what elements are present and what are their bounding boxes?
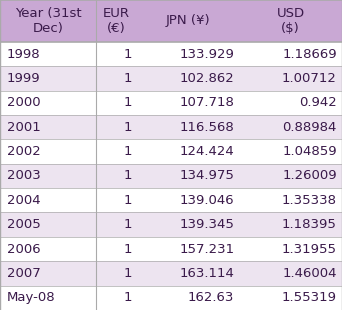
Text: 1: 1: [123, 242, 132, 255]
Text: Year (31st
Dec): Year (31st Dec): [15, 7, 81, 35]
Text: 1: 1: [123, 96, 132, 109]
FancyBboxPatch shape: [96, 42, 137, 66]
Text: 1.18395: 1.18395: [282, 218, 337, 231]
Text: 2006: 2006: [7, 242, 40, 255]
Text: 107.718: 107.718: [180, 96, 234, 109]
Text: 124.424: 124.424: [180, 145, 234, 158]
Text: 139.345: 139.345: [180, 218, 234, 231]
FancyBboxPatch shape: [0, 261, 96, 286]
Text: 1.18669: 1.18669: [282, 47, 337, 60]
Text: 139.046: 139.046: [180, 194, 234, 207]
Text: USD
($): USD ($): [277, 7, 305, 35]
FancyBboxPatch shape: [239, 237, 342, 261]
FancyBboxPatch shape: [96, 286, 137, 310]
Text: 1.04859: 1.04859: [282, 145, 337, 158]
FancyBboxPatch shape: [137, 115, 239, 140]
FancyBboxPatch shape: [137, 261, 239, 286]
FancyBboxPatch shape: [96, 115, 137, 140]
Text: 2001: 2001: [7, 121, 41, 134]
FancyBboxPatch shape: [137, 66, 239, 91]
FancyBboxPatch shape: [0, 212, 96, 237]
FancyBboxPatch shape: [96, 91, 137, 115]
Text: 2000: 2000: [7, 96, 40, 109]
FancyBboxPatch shape: [0, 115, 96, 140]
FancyBboxPatch shape: [137, 164, 239, 188]
FancyBboxPatch shape: [137, 212, 239, 237]
Text: JPN (¥): JPN (¥): [166, 15, 210, 27]
Text: 1: 1: [123, 267, 132, 280]
FancyBboxPatch shape: [239, 66, 342, 91]
FancyBboxPatch shape: [239, 164, 342, 188]
FancyBboxPatch shape: [137, 140, 239, 164]
Text: May-08: May-08: [7, 291, 55, 304]
Text: 2002: 2002: [7, 145, 41, 158]
Text: 2007: 2007: [7, 267, 41, 280]
FancyBboxPatch shape: [0, 188, 96, 212]
Text: 1: 1: [123, 218, 132, 231]
FancyBboxPatch shape: [0, 66, 96, 91]
Text: EUR
(€): EUR (€): [103, 7, 130, 35]
Text: 2004: 2004: [7, 194, 40, 207]
FancyBboxPatch shape: [137, 42, 239, 66]
Text: 1: 1: [123, 291, 132, 304]
Text: 157.231: 157.231: [179, 242, 234, 255]
Text: 1: 1: [123, 47, 132, 60]
Text: 1: 1: [123, 145, 132, 158]
Text: 134.975: 134.975: [180, 170, 234, 182]
FancyBboxPatch shape: [96, 212, 137, 237]
FancyBboxPatch shape: [239, 91, 342, 115]
FancyBboxPatch shape: [96, 188, 137, 212]
FancyBboxPatch shape: [239, 140, 342, 164]
Text: 1: 1: [123, 194, 132, 207]
Text: 0.942: 0.942: [299, 96, 337, 109]
Text: 1: 1: [123, 170, 132, 182]
Text: 116.568: 116.568: [180, 121, 234, 134]
Text: 1.26009: 1.26009: [282, 170, 337, 182]
FancyBboxPatch shape: [0, 42, 96, 66]
FancyBboxPatch shape: [239, 212, 342, 237]
Text: 1.46004: 1.46004: [282, 267, 337, 280]
Text: 162.63: 162.63: [188, 291, 234, 304]
FancyBboxPatch shape: [239, 261, 342, 286]
FancyBboxPatch shape: [96, 261, 137, 286]
FancyBboxPatch shape: [96, 140, 137, 164]
Text: 1.35338: 1.35338: [282, 194, 337, 207]
Text: 1.55319: 1.55319: [282, 291, 337, 304]
Text: 1999: 1999: [7, 72, 40, 85]
Text: 2003: 2003: [7, 170, 41, 182]
Text: 0.88984: 0.88984: [282, 121, 337, 134]
Text: 1.00712: 1.00712: [282, 72, 337, 85]
Text: 2005: 2005: [7, 218, 41, 231]
FancyBboxPatch shape: [96, 0, 137, 42]
Text: 1: 1: [123, 72, 132, 85]
Text: 102.862: 102.862: [180, 72, 234, 85]
FancyBboxPatch shape: [0, 140, 96, 164]
FancyBboxPatch shape: [96, 237, 137, 261]
FancyBboxPatch shape: [0, 286, 96, 310]
FancyBboxPatch shape: [137, 91, 239, 115]
FancyBboxPatch shape: [239, 188, 342, 212]
Text: 1998: 1998: [7, 47, 40, 60]
Text: 1: 1: [123, 121, 132, 134]
FancyBboxPatch shape: [137, 286, 239, 310]
FancyBboxPatch shape: [239, 115, 342, 140]
Text: 163.114: 163.114: [180, 267, 234, 280]
FancyBboxPatch shape: [239, 286, 342, 310]
Text: 1.31955: 1.31955: [282, 242, 337, 255]
FancyBboxPatch shape: [0, 164, 96, 188]
FancyBboxPatch shape: [137, 188, 239, 212]
FancyBboxPatch shape: [96, 66, 137, 91]
FancyBboxPatch shape: [137, 237, 239, 261]
Text: 133.929: 133.929: [180, 47, 234, 60]
FancyBboxPatch shape: [0, 0, 96, 42]
FancyBboxPatch shape: [239, 42, 342, 66]
FancyBboxPatch shape: [137, 0, 239, 42]
FancyBboxPatch shape: [0, 91, 96, 115]
FancyBboxPatch shape: [96, 164, 137, 188]
FancyBboxPatch shape: [239, 0, 342, 42]
FancyBboxPatch shape: [0, 237, 96, 261]
